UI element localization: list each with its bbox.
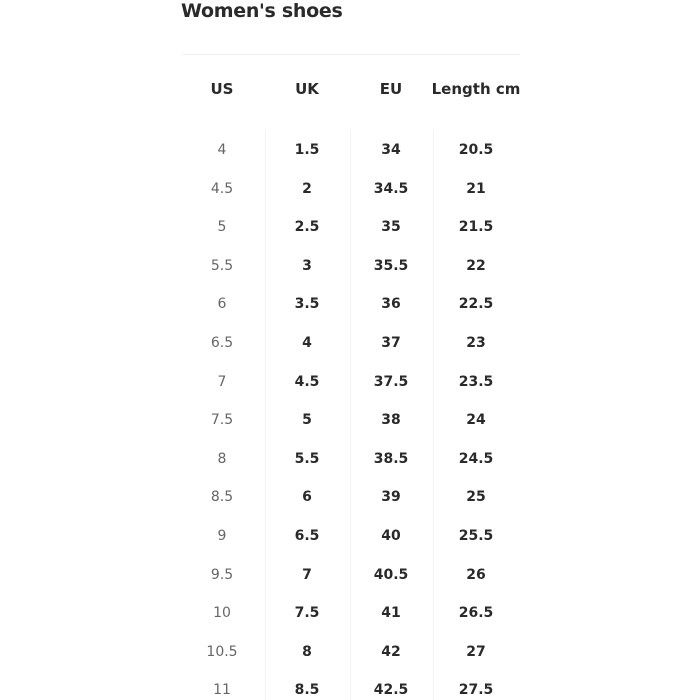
cell-eu: 42.5 — [373, 682, 409, 699]
cell-eu: 36 — [381, 296, 401, 313]
cell-uk: 5.5 — [294, 450, 320, 467]
divider — [183, 54, 520, 55]
cell-eu: 40.5 — [373, 566, 409, 583]
cell-us: 7 — [217, 373, 227, 390]
header-eu: EU — [379, 80, 403, 98]
cell-uk: 2.5 — [294, 219, 320, 236]
cell-us: 5.5 — [210, 257, 234, 274]
cell-uk: 3 — [302, 257, 312, 274]
cell-eu: 34 — [381, 142, 401, 158]
cell-us: 8 — [217, 450, 227, 467]
cell-us: 9 — [217, 528, 227, 544]
cell-eu: 41 — [381, 605, 401, 622]
cell-us: 10.5 — [206, 643, 238, 660]
column-divider — [265, 130, 266, 700]
cell-length: 20.5 — [458, 142, 494, 158]
header-uk: UK — [295, 80, 319, 98]
cell-uk: 5 — [302, 412, 312, 429]
cell-uk: 4.5 — [294, 373, 320, 390]
cell-uk: 8 — [302, 643, 312, 660]
cell-eu: 34.5 — [373, 180, 409, 197]
column-divider — [350, 130, 351, 700]
cell-length: 26 — [466, 566, 486, 583]
cell-length: 27.5 — [458, 682, 494, 699]
cell-us: 11 — [213, 682, 231, 699]
cell-us: 4 — [217, 142, 227, 158]
cell-eu: 39 — [381, 489, 401, 506]
cell-uk: 7 — [302, 566, 312, 583]
cell-length: 24.5 — [458, 450, 494, 467]
cell-length: 25.5 — [458, 528, 494, 544]
cell-eu: 37 — [381, 335, 401, 351]
cell-length: 21 — [466, 180, 486, 197]
cell-length: 21.5 — [458, 219, 494, 236]
cell-us: 6 — [217, 296, 227, 313]
header-us: US — [210, 80, 234, 98]
cell-eu: 37.5 — [373, 373, 409, 390]
cell-eu: 35.5 — [373, 257, 409, 274]
cell-uk: 3.5 — [294, 296, 320, 313]
cell-eu: 42 — [381, 643, 401, 660]
cell-length: 23.5 — [458, 373, 494, 390]
header-length: Length cm — [431, 80, 521, 98]
cell-length: 25 — [466, 489, 486, 506]
cell-uk: 8.5 — [294, 682, 320, 699]
cell-length: 24 — [466, 412, 486, 429]
cell-length: 26.5 — [458, 605, 494, 622]
cell-length: 27 — [466, 643, 486, 660]
cell-us: 10 — [213, 605, 231, 622]
page-title: Women's shoes — [181, 0, 343, 22]
cell-us: 6.5 — [210, 335, 234, 351]
cell-us: 7.5 — [210, 412, 234, 429]
cell-length: 23 — [466, 335, 486, 351]
cell-uk: 7.5 — [294, 605, 320, 622]
column-divider — [433, 130, 434, 700]
cell-us: 5 — [217, 219, 227, 236]
cell-uk: 1.5 — [294, 142, 320, 158]
cell-length: 22 — [466, 257, 486, 274]
cell-eu: 38 — [381, 412, 401, 429]
cell-us: 4.5 — [210, 180, 234, 197]
cell-us: 9.5 — [210, 566, 234, 583]
cell-uk: 6 — [302, 489, 312, 506]
cell-eu: 38.5 — [373, 450, 409, 467]
cell-uk: 4 — [302, 335, 312, 351]
cell-length: 22.5 — [458, 296, 494, 313]
cell-eu: 40 — [381, 528, 401, 544]
cell-uk: 6.5 — [294, 528, 320, 544]
cell-uk: 2 — [302, 180, 312, 197]
cell-eu: 35 — [381, 219, 401, 236]
cell-us: 8.5 — [210, 489, 234, 506]
